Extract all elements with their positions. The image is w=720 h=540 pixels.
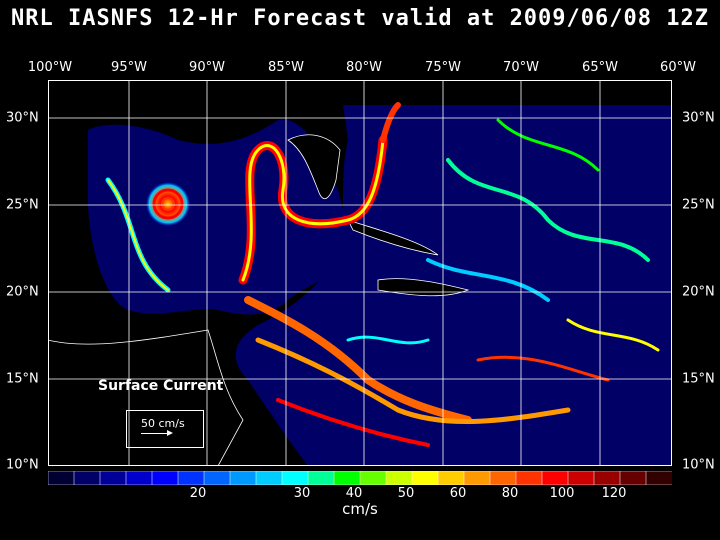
lat-label: 10°N [682,457,715,473]
lat-label: 15°N [682,371,715,387]
colorbar-swatch [619,471,647,485]
colorbar-tick: 100 [549,486,575,501]
colorbar-swatch [125,471,153,485]
map-title: NRL IASNFS 12-Hr Forecast valid at 2009/… [10,6,709,31]
colorbar-tick: 50 [397,486,415,501]
legend-box: 50 cm/s [126,410,204,448]
lon-label: 70°W [503,60,539,75]
colorbar-swatch [645,471,672,485]
lat-label: 15°N [6,371,39,387]
lon-label: 60°W [660,60,696,75]
colorbar-swatch [359,471,387,485]
colorbar-swatch [229,471,257,485]
lat-label: 30°N [682,110,715,126]
colorbar [48,471,672,485]
colorbar-swatch [203,471,231,485]
legend-title: Surface Current [98,378,224,394]
lon-label: 80°W [346,60,382,75]
colorbar-swatch [411,471,439,485]
colorbar-tick: 60 [449,486,467,501]
colorbar-swatch [48,471,75,485]
lon-label: 90°W [189,60,225,75]
colorbar-swatch [567,471,595,485]
colorbar-tick: 40 [345,486,363,501]
colorbar-swatch [385,471,413,485]
colorbar-swatch [333,471,361,485]
colorbar-swatch [99,471,127,485]
colorbar-swatch [281,471,309,485]
lon-label: 65°W [582,60,618,75]
colorbar-swatch [307,471,335,485]
colorbar-swatch [151,471,179,485]
lon-label: 85°W [268,60,304,75]
lat-label: 20°N [682,284,715,300]
colorbar-swatch [593,471,621,485]
legend-scale-label: 50 cm/s [141,417,185,430]
lat-label: 25°N [6,197,39,213]
colorbar-tick: 80 [501,486,519,501]
colorbar-tick: 30 [293,486,311,501]
colorbar-swatch [515,471,543,485]
lat-label: 10°N [6,457,39,473]
current-streaks [105,102,660,447]
colorbar-swatch [541,471,569,485]
colorbar-swatch [489,471,517,485]
graticule [48,80,672,466]
colorbar-swatch [73,471,101,485]
lat-label: 30°N [6,110,39,126]
colorbar-swatch [177,471,205,485]
land [48,134,470,466]
lat-label: 25°N [682,197,715,213]
warm-eddy [146,182,190,226]
lon-label: 95°W [111,60,147,75]
colorbar-swatch [255,471,283,485]
lon-label: 100°W [27,60,73,75]
legend-arrow-icon [141,430,173,436]
colorbar-tick: 20 [189,486,207,501]
current-map [48,80,672,466]
colorbar-swatch [463,471,491,485]
colorbar-tick: 120 [601,486,627,501]
colorbar-units: cm/s [342,500,378,518]
lat-label: 20°N [6,284,39,300]
lon-label: 75°W [425,60,461,75]
colorbar-swatch [437,471,465,485]
